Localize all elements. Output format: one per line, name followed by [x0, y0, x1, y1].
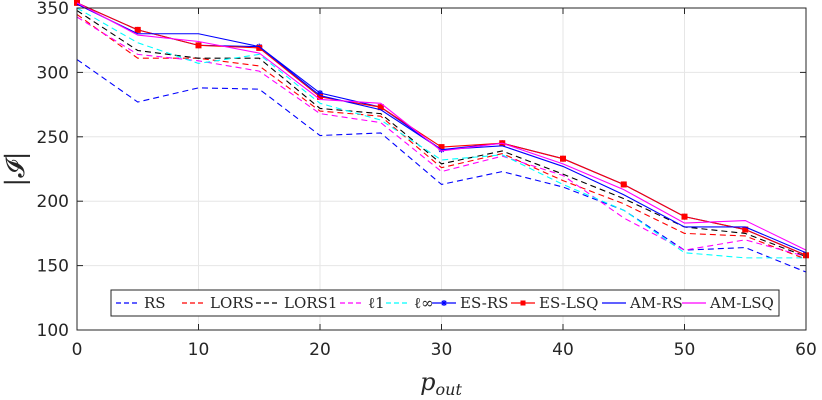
x-axis-label-sub: out — [436, 380, 463, 399]
y-tick-label: 150 — [37, 257, 69, 277]
data-point — [560, 155, 566, 162]
legend-marker-stroke — [441, 300, 447, 306]
series-AM-RS — [76, 3, 807, 254]
y-tick-label: 350 — [37, 0, 69, 19]
legend-marker — [441, 300, 447, 306]
legend-marker — [520, 300, 526, 306]
legend-entry: AM-LSQ — [682, 294, 774, 312]
legend-label: LORS1 — [284, 294, 337, 312]
data-point — [195, 42, 202, 49]
y-tick-label: 100 — [37, 321, 69, 341]
data-point — [256, 44, 263, 51]
y-tick-label: 250 — [37, 128, 69, 148]
data-point — [681, 213, 688, 220]
series-ℓ∞ — [76, 7, 806, 259]
series-line — [76, 16, 807, 258]
y-axis-label: |𝓘| — [1, 151, 31, 186]
series-line — [76, 59, 807, 273]
axis-ticks — [76, 7, 807, 331]
legend-label: ES-LSQ — [539, 294, 598, 312]
legend-entry: RS — [116, 294, 166, 312]
y-tick-label: 300 — [37, 63, 69, 83]
x-axis-label: pout — [420, 368, 462, 399]
x-tick-label: 40 — [552, 340, 574, 360]
legend-entry: ℓ1 — [340, 294, 385, 312]
series-layer — [74, 0, 809, 273]
x-tick-label: 60 — [795, 340, 817, 360]
series-ℓ1 — [76, 16, 807, 258]
legend-entry: ℓ∞ — [386, 294, 434, 312]
series-RS — [76, 59, 807, 273]
legend-label: ES-RS — [460, 294, 508, 312]
data-point — [620, 181, 627, 188]
legend-entry: ES-RS — [432, 294, 508, 312]
x-tick-label: 20 — [309, 340, 331, 360]
legend-label: ℓ1 — [368, 294, 385, 312]
legend-entry: LORS — [182, 294, 254, 312]
x-tick-label: 10 — [188, 340, 210, 360]
data-point — [134, 26, 141, 33]
legend-label: ℓ∞ — [414, 294, 434, 312]
series-line — [76, 2, 807, 251]
legend-label: AM-LSQ — [709, 294, 774, 312]
legend-entry: LORS1 — [256, 294, 337, 312]
series-line — [76, 3, 807, 254]
x-tick-label: 30 — [431, 340, 453, 360]
series-AM-LSQ — [76, 2, 807, 251]
legend-label: RS — [144, 294, 166, 312]
legend-entry: ES-LSQ — [511, 294, 598, 312]
legend-label: AM-RS — [629, 294, 683, 312]
y-tick-label: 200 — [37, 192, 69, 212]
x-axis-label-main: p — [420, 368, 435, 396]
x-tick-label: 50 — [674, 340, 696, 360]
legend-label: LORS — [210, 294, 254, 312]
x-tick-label: 0 — [72, 340, 83, 360]
legend: RS LORS LORS1 ℓ1 ℓ∞ ES-RS ES-LSQ AM-RS AM-LSQ — [110, 289, 780, 317]
legend-entry: AM-RS — [602, 294, 683, 312]
series-line — [76, 7, 806, 259]
